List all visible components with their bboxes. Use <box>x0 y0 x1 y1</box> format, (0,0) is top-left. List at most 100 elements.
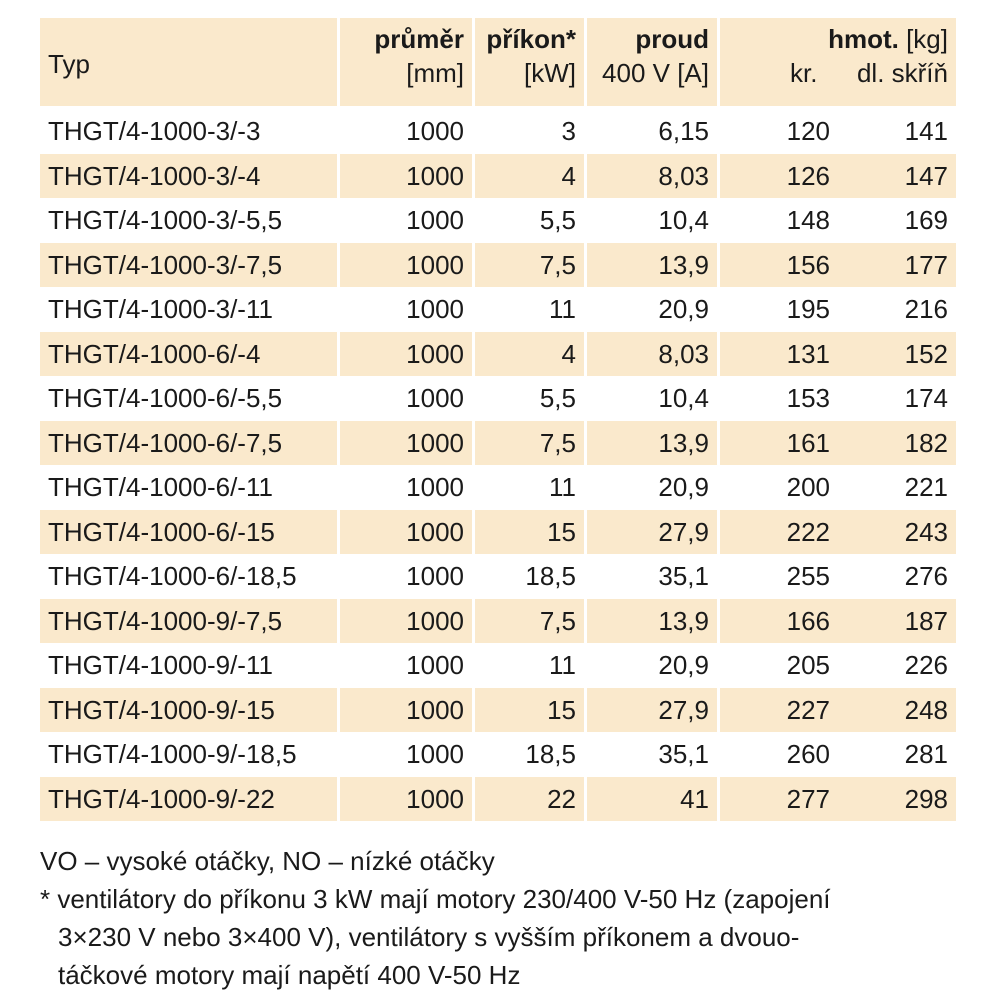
cell-hmot-kr: 255 <box>786 561 830 591</box>
table-row: THGT/4-1000-9/-18,5 1000 18,5 35,1 260 281 <box>40 732 956 777</box>
cell-prumer: 1000 <box>340 376 475 421</box>
cell-hmot-dl: 152 <box>904 338 948 369</box>
cell-typ: THGT/4-1000-6/-5,5 <box>40 376 340 421</box>
note-asterisk-line1: * ventilátory do příkonu 3 kW mají motor… <box>40 884 831 914</box>
cell-hmot: 227 248 <box>720 687 956 732</box>
cell-proud: 27,9 <box>587 687 720 732</box>
table-row: THGT/4-1000-6/-15 1000 15 27,9 222 243 <box>40 509 956 554</box>
cell-hmot-kr: 153 <box>786 383 830 413</box>
cell-hmot-dl: 169 <box>904 205 948 235</box>
cell-prikon: 4 <box>475 153 587 198</box>
cell-typ: THGT/4-1000-6/-7,5 <box>40 420 340 465</box>
header-hmot-dl: dl. skříň <box>856 58 948 88</box>
cell-proud: 35,1 <box>587 554 720 599</box>
cell-typ: THGT/4-1000-6/-4 <box>40 331 340 376</box>
header-proud-unit: 400 V [A] <box>602 58 709 88</box>
cell-prikon: 7,5 <box>475 420 587 465</box>
table-row: THGT/4-1000-6/-7,5 1000 7,5 13,9 161 182 <box>40 420 956 465</box>
cell-typ: THGT/4-1000-9/-7,5 <box>40 598 340 643</box>
cell-proud: 13,9 <box>587 242 720 287</box>
cell-hmot-kr: 222 <box>786 516 830 547</box>
cell-proud: 35,1 <box>587 732 720 777</box>
table-row: THGT/4-1000-3/-3 1000 3 6,15 120 141 <box>40 109 956 154</box>
cell-proud: 20,9 <box>587 465 720 510</box>
cell-prumer: 1000 <box>340 687 475 732</box>
header-prikon-label: příkon* <box>486 24 576 54</box>
cell-typ: THGT/4-1000-9/-11 <box>40 643 340 688</box>
cell-prikon: 15 <box>475 687 587 732</box>
spec-table: Typ průměr [mm] příkon* [kW] proud 400 V… <box>40 18 956 821</box>
cell-typ: THGT/4-1000-3/-7,5 <box>40 242 340 287</box>
cell-prikon: 18,5 <box>475 732 587 777</box>
cell-proud: 27,9 <box>587 509 720 554</box>
cell-typ: THGT/4-1000-3/-4 <box>40 153 340 198</box>
cell-hmot-kr: 161 <box>786 427 830 458</box>
header-hmot-subcols: kr. dl. skříň <box>720 56 948 90</box>
table-row: THGT/4-1000-9/-7,5 1000 7,5 13,9 166 187 <box>40 598 956 643</box>
cell-hmot-kr: 195 <box>786 294 830 324</box>
cell-hmot-kr: 166 <box>786 605 830 636</box>
table-row: THGT/4-1000-9/-15 1000 15 27,9 227 248 <box>40 687 956 732</box>
cell-prikon: 11 <box>475 465 587 510</box>
cell-prikon: 5,5 <box>475 198 587 243</box>
cell-proud: 41 <box>587 776 720 821</box>
header-proud: proud 400 V [A] <box>587 18 720 109</box>
cell-hmot: 260 281 <box>720 732 956 777</box>
cell-hmot: 153 174 <box>720 376 956 421</box>
cell-prumer: 1000 <box>340 554 475 599</box>
cell-hmot-kr: 120 <box>786 116 830 146</box>
cell-proud: 8,03 <box>587 331 720 376</box>
cell-hmot-dl: 177 <box>904 249 948 280</box>
cell-prikon: 7,5 <box>475 598 587 643</box>
table-body: THGT/4-1000-3/-3 1000 3 6,15 120 141 THGT/4-10… <box>40 109 956 821</box>
cell-proud: 6,15 <box>587 109 720 154</box>
note-asterisk-line2: 3×230 V nebo 3×400 V), ventilátory s vyš… <box>58 922 800 952</box>
cell-hmot-dl: 216 <box>904 294 948 324</box>
cell-prikon: 7,5 <box>475 242 587 287</box>
cell-hmot: 148 169 <box>720 198 956 243</box>
table-row: THGT/4-1000-6/-5,5 1000 5,5 10,4 153 174 <box>40 376 956 421</box>
cell-hmot-kr: 260 <box>786 739 830 769</box>
table-row: THGT/4-1000-9/-22 1000 22 41 277 298 <box>40 776 956 821</box>
cell-typ: THGT/4-1000-3/-11 <box>40 287 340 332</box>
cell-prumer: 1000 <box>340 287 475 332</box>
cell-prumer: 1000 <box>340 643 475 688</box>
cell-hmot-kr: 227 <box>786 694 830 725</box>
cell-prumer: 1000 <box>340 598 475 643</box>
cell-hmot-dl: 174 <box>904 383 948 413</box>
cell-prumer: 1000 <box>340 153 475 198</box>
cell-proud: 8,03 <box>587 153 720 198</box>
cell-hmot-dl: 147 <box>904 160 948 191</box>
cell-prumer: 1000 <box>340 509 475 554</box>
cell-hmot: 156 177 <box>720 242 956 287</box>
header-prikon-unit: [kW] <box>524 58 576 88</box>
cell-hmot-dl: 243 <box>904 516 948 547</box>
table-row: THGT/4-1000-6/-4 1000 4 8,03 131 152 <box>40 331 956 376</box>
header-typ: Typ <box>40 18 340 109</box>
cell-hmot-dl: 276 <box>904 561 948 591</box>
cell-hmot-kr: 277 <box>786 783 830 814</box>
cell-proud: 10,4 <box>587 376 720 421</box>
table-row: THGT/4-1000-6/-18,5 1000 18,5 35,1 255 276 <box>40 554 956 599</box>
cell-typ: THGT/4-1000-9/-15 <box>40 687 340 732</box>
cell-hmot: 255 276 <box>720 554 956 599</box>
cell-typ: THGT/4-1000-6/-11 <box>40 465 340 510</box>
cell-prumer: 1000 <box>340 109 475 154</box>
cell-proud: 13,9 <box>587 598 720 643</box>
cell-hmot: 166 187 <box>720 598 956 643</box>
header-proud-label: proud <box>635 24 709 54</box>
cell-proud: 20,9 <box>587 287 720 332</box>
cell-prikon: 5,5 <box>475 376 587 421</box>
table-row: THGT/4-1000-3/-7,5 1000 7,5 13,9 156 177 <box>40 242 956 287</box>
header-hmot-line: hmot. [kg] <box>720 22 948 56</box>
cell-hmot: 222 243 <box>720 509 956 554</box>
cell-prikon: 18,5 <box>475 554 587 599</box>
cell-prumer: 1000 <box>340 331 475 376</box>
cell-proud: 13,9 <box>587 420 720 465</box>
header-prikon: příkon* [kW] <box>475 18 587 109</box>
table-row: THGT/4-1000-6/-11 1000 11 20,9 200 221 <box>40 465 956 510</box>
cell-hmot-dl: 248 <box>904 694 948 725</box>
cell-prumer: 1000 <box>340 465 475 510</box>
cell-hmot: 120 141 <box>720 109 956 154</box>
cell-prumer: 1000 <box>340 776 475 821</box>
